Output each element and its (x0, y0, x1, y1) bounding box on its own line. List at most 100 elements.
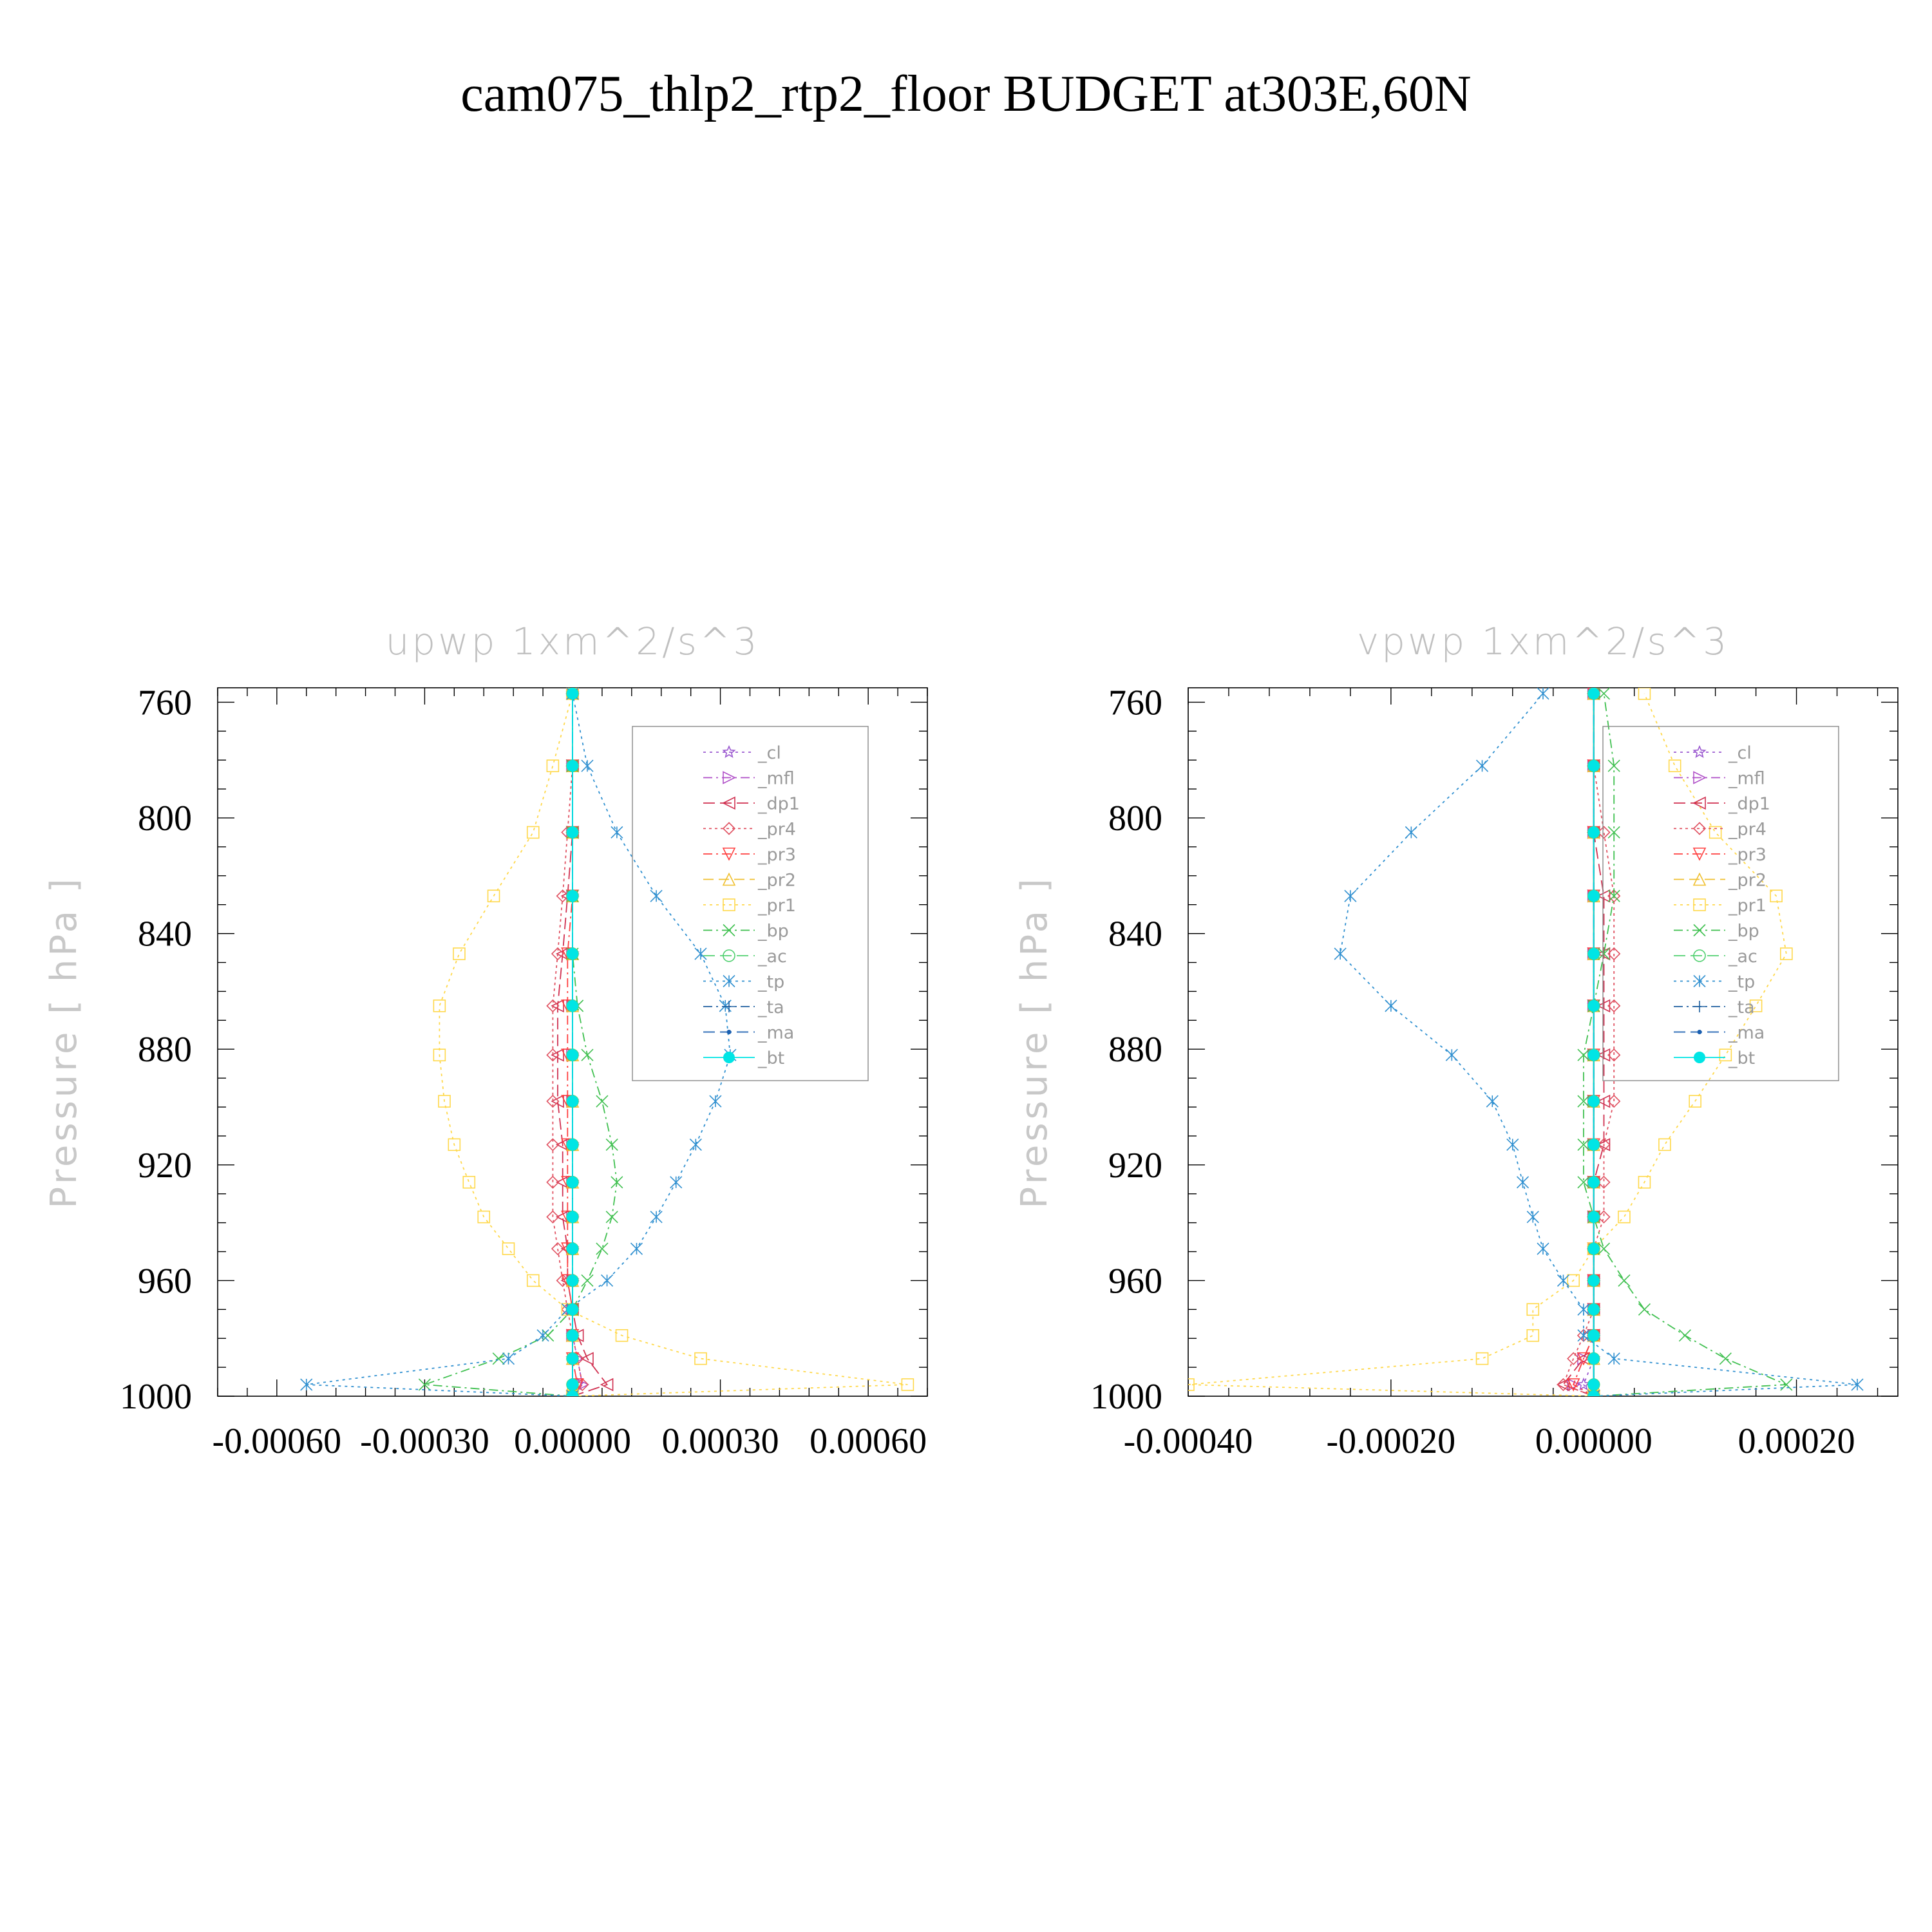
data-point (1719, 1048, 1732, 1062)
legend: _cl _mfl _dp1 _pr4 _pr3 _pr2 _pr1 _bp _ac _tp _ta _… (632, 726, 869, 1081)
legend-label: _mfl (1728, 769, 1765, 789)
series-line (1340, 693, 1858, 1396)
legend-marker (1692, 848, 1707, 861)
y-tick-label: 760 (138, 683, 192, 723)
data-point (1749, 999, 1763, 1012)
legend-item: _cl (1674, 743, 1752, 763)
data-point (567, 1139, 578, 1151)
data-point (1618, 1210, 1631, 1224)
series-bt (567, 688, 578, 1396)
legend-item: _cl (703, 743, 781, 763)
legend-marker (1692, 872, 1707, 886)
data-point (1587, 688, 1600, 699)
legend-item: _ac (703, 947, 787, 967)
data-point (1596, 1048, 1611, 1062)
series-bp (418, 688, 623, 1396)
legend-marker (723, 949, 735, 962)
data-point (1607, 1352, 1620, 1365)
legend-label: _dp1 (1728, 794, 1770, 814)
data-point (1607, 826, 1620, 839)
series-mfl (1567, 688, 1601, 1396)
data-point (1577, 1352, 1591, 1366)
legend-marker (1693, 949, 1706, 962)
data-point (551, 1242, 565, 1256)
data-point (1597, 688, 1611, 700)
x-tick-label: 0.00000 (1535, 1421, 1653, 1461)
data-point (453, 947, 466, 960)
data-point (596, 1095, 609, 1108)
data-point (567, 948, 578, 960)
legend-item: _pr3 (703, 845, 796, 865)
legend-marker (1692, 744, 1707, 759)
series-line (1562, 694, 1605, 1396)
data-point (1537, 688, 1549, 700)
legend-marker (723, 898, 735, 911)
legend-marker (1693, 974, 1706, 988)
legend-item: _pr3 (1674, 845, 1766, 865)
data-point (1577, 1095, 1590, 1108)
legend-label: _ac (1728, 947, 1757, 967)
legend-marker (722, 848, 736, 861)
data-point (551, 947, 565, 961)
legend-item: _pr2 (703, 871, 796, 891)
data-point (1597, 826, 1611, 839)
data-point (1587, 1352, 1600, 1365)
series-line (306, 693, 731, 1396)
legend-label: _pr1 (1728, 896, 1766, 916)
data-point (1567, 1378, 1581, 1392)
data-point (1689, 1095, 1701, 1108)
data-point (1567, 1352, 1580, 1365)
panel-title: upwp 1xm^2/s^3 (386, 620, 760, 663)
series-area (1188, 688, 1864, 1396)
data-point (567, 1379, 578, 1391)
data-point (542, 1329, 554, 1342)
x-tick-label: 0.00020 (1738, 1421, 1855, 1461)
legend-marker (723, 1001, 735, 1012)
data-point (689, 1138, 702, 1151)
legend-marker (722, 796, 735, 810)
series-line (424, 694, 618, 1396)
data-point (551, 1094, 564, 1108)
data-point (901, 1378, 914, 1391)
y-tick-label: 920 (1108, 1146, 1162, 1186)
series-bt (1587, 688, 1600, 1396)
series-pr4 (546, 688, 589, 1396)
legend-item: _bp (703, 922, 789, 942)
legend-item: _ta (1674, 998, 1755, 1018)
legend-label: _ta (757, 998, 784, 1018)
data-point (487, 889, 500, 903)
series-cl (1577, 688, 1601, 1396)
series-dp1 (551, 688, 614, 1396)
data-point (1577, 1176, 1590, 1189)
data-point (1678, 1329, 1691, 1342)
data-point (502, 1242, 515, 1255)
legend-item: _ac (1674, 947, 1757, 967)
legend-item: _pr4 (703, 820, 796, 840)
data-point (1607, 999, 1621, 1013)
legend-item: _pr1 (1674, 896, 1766, 916)
data-point (1445, 1048, 1458, 1061)
data-point (611, 1176, 623, 1189)
legend-item: _dp1 (1674, 794, 1770, 814)
data-point (1618, 1274, 1631, 1287)
y-tick-label: 840 (138, 914, 192, 954)
data-point (551, 1048, 564, 1062)
data-point (1596, 999, 1611, 1013)
data-point (694, 947, 707, 960)
data-point (1587, 1176, 1600, 1188)
data-point (1516, 1176, 1530, 1189)
data-point (526, 1274, 540, 1287)
legend-label: _dp1 (757, 794, 800, 814)
data-point (1537, 1242, 1549, 1255)
series-line (1573, 694, 1595, 1396)
data-point (1780, 1378, 1793, 1391)
x-tick-label: -0.00020 (1327, 1421, 1456, 1461)
data-point (1577, 1329, 1590, 1342)
data-point (567, 1352, 578, 1365)
data-point (433, 999, 446, 1012)
data-point (1587, 948, 1600, 960)
data-point (601, 1274, 614, 1287)
data-point (1526, 1329, 1540, 1342)
series-line (1582, 694, 1595, 1396)
data-point (567, 826, 578, 838)
